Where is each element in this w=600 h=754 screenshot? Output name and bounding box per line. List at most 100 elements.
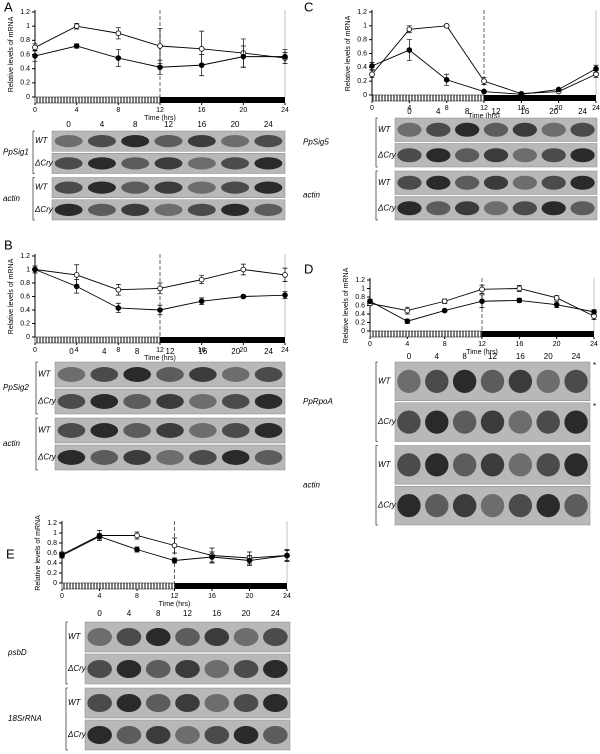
y-tick-label: 1.2 — [357, 9, 367, 16]
data-point — [406, 47, 413, 53]
blot-band — [154, 203, 183, 216]
dark-period — [484, 95, 596, 101]
data-point — [198, 62, 205, 68]
blot-band — [480, 410, 505, 434]
x-tick-label: 8 — [443, 341, 447, 348]
blot-band — [189, 394, 217, 409]
row-label: ΔCry — [37, 453, 57, 462]
y-tick-label: 0.6 — [355, 302, 365, 309]
blot-band — [87, 628, 112, 646]
blot-band — [536, 494, 560, 518]
data-point — [157, 43, 163, 49]
x-tick-label: 4 — [75, 347, 79, 354]
blot-band — [425, 494, 449, 518]
lane-label: 8 — [133, 120, 138, 129]
data-point — [441, 298, 448, 305]
light-period — [34, 96, 161, 104]
blot-band — [536, 369, 560, 393]
blot-band — [512, 122, 537, 137]
lane-label: 4 — [102, 347, 107, 356]
blot-band — [570, 148, 595, 163]
y-tick-label: 0.4 — [20, 66, 30, 73]
data-point — [32, 266, 38, 273]
blot-band — [54, 135, 83, 148]
blot-band — [483, 148, 509, 163]
lane-label: 20 — [242, 609, 251, 618]
data-point — [157, 285, 163, 292]
data-point — [59, 552, 65, 559]
x-tick-label: 8 — [116, 347, 120, 354]
blot-band — [512, 175, 537, 190]
row-label: WT — [68, 698, 82, 707]
blot-band — [512, 148, 537, 163]
lane-label: 24 — [578, 107, 587, 116]
blot-band — [564, 369, 588, 393]
data-point — [282, 53, 288, 60]
y-axis-label: Relative levels of mRNA — [345, 15, 352, 91]
data-point — [406, 26, 413, 33]
data-point — [32, 44, 38, 51]
y-tick-label: 0 — [361, 328, 365, 335]
data-point — [115, 305, 122, 311]
data-point — [481, 78, 487, 84]
y-tick-label: 1.2 — [20, 9, 30, 16]
blot-band — [536, 453, 560, 477]
blot-band — [397, 494, 421, 518]
blot-band — [564, 494, 588, 518]
y-tick-label: 1.2 — [47, 520, 57, 527]
blot-band — [154, 157, 183, 170]
y-tick-label: 0 — [53, 580, 57, 587]
x-tick-label: 24 — [283, 593, 291, 600]
gene-label: actin — [303, 480, 320, 489]
blot-band — [455, 122, 480, 137]
blot-band — [116, 694, 142, 712]
blot-band — [254, 367, 283, 382]
blot-band — [221, 203, 250, 216]
gene-label: PpRpoA — [303, 397, 333, 406]
lane-label: 4 — [436, 107, 441, 116]
blot-band — [204, 660, 230, 678]
lane-label: 0 — [407, 352, 412, 361]
blot-band — [54, 203, 83, 216]
x-tick-label: 4 — [407, 105, 411, 112]
blot-band — [397, 175, 422, 190]
lane-label: 0 — [66, 120, 71, 129]
data-point — [516, 285, 523, 292]
data-point — [369, 63, 375, 69]
blot-band — [426, 175, 451, 190]
row-mark: * — [593, 402, 596, 411]
y-tick-label: 0.8 — [47, 540, 57, 547]
x-tick-label: 20 — [246, 593, 254, 600]
blot-band — [455, 148, 480, 163]
blot-band — [570, 122, 595, 137]
blot-band — [221, 394, 250, 409]
lane-label: 24 — [271, 609, 280, 618]
x-tick-label: 4 — [405, 341, 409, 348]
blot-band — [254, 394, 283, 409]
blot-band — [452, 369, 477, 393]
y-tick-label: 1.2 — [20, 253, 30, 260]
data-point — [240, 266, 247, 273]
blot-band — [90, 450, 119, 465]
gene-label: actin — [303, 191, 320, 200]
gene-label: 18SrRNA — [8, 714, 42, 723]
row-label: ΔCry — [34, 158, 54, 167]
x-tick-label: 20 — [553, 341, 561, 348]
lane-label: 12 — [488, 352, 497, 361]
row-bracket — [375, 117, 378, 168]
lane-label: 20 — [549, 107, 558, 116]
y-tick-label: 0.2 — [357, 78, 367, 85]
row-label: WT — [35, 183, 49, 192]
blot-band — [221, 157, 250, 170]
row-label: WT — [38, 426, 52, 435]
y-tick-label: 0.4 — [355, 311, 365, 318]
blot-band — [123, 367, 151, 382]
data-point — [198, 276, 205, 283]
lane-label: 12 — [166, 347, 175, 356]
data-point — [479, 286, 485, 293]
blot-band — [508, 494, 533, 518]
blot-band — [455, 201, 480, 216]
blot-band — [480, 453, 505, 477]
blot-band — [156, 423, 184, 438]
blot-band — [145, 694, 171, 712]
